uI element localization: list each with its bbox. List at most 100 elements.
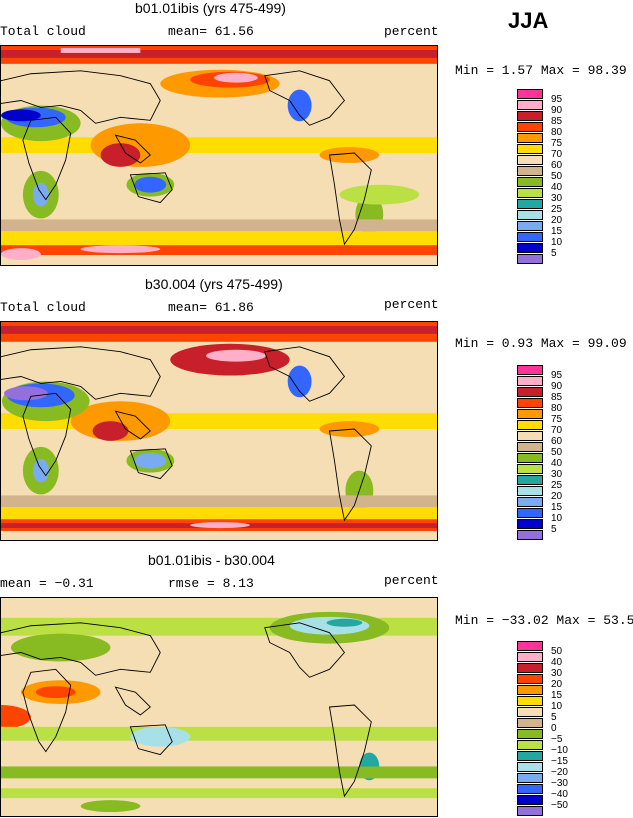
legend-swatch: [517, 464, 543, 474]
legend-level-label: −40: [551, 789, 568, 800]
legend-level-label: 60: [551, 436, 563, 447]
legend-swatch: [517, 453, 543, 463]
legend-swatch: [517, 155, 543, 165]
panel1-variable-label: Total cloud: [0, 24, 86, 39]
panel1-title: b01.01ibis (yrs 475-499): [135, 0, 286, 16]
legend-swatch: [517, 740, 543, 750]
legend-swatch: [517, 497, 543, 507]
legend-swatch: [517, 806, 543, 816]
legend-level-label: 95: [551, 94, 563, 105]
legend-level-label: −20: [551, 767, 568, 778]
legend-level-label: 15: [551, 226, 563, 237]
legend-swatch: [517, 144, 543, 154]
legend-level-label: 40: [551, 458, 563, 469]
legend-level-label: −15: [551, 756, 568, 767]
legend-level-label: 70: [551, 425, 563, 436]
legend-level-label: 25: [551, 480, 563, 491]
legend-swatch: [517, 420, 543, 430]
panel3-map: [0, 597, 438, 817]
legend-swatch: [517, 365, 543, 375]
legend-level-label: 10: [551, 701, 563, 712]
legend-swatch: [517, 254, 543, 264]
legend-swatch: [517, 696, 543, 706]
legend-swatch: [517, 773, 543, 783]
legend-level-label: 30: [551, 469, 563, 480]
legend-level-label: 0: [551, 723, 557, 734]
legend-level-label: 30: [551, 193, 563, 204]
legend-swatch: [517, 232, 543, 242]
legend-swatch: [517, 663, 543, 673]
panel1-mean-label: mean= 61.56: [168, 24, 254, 39]
season-label: JJA: [508, 8, 549, 33]
panel3-rmse-label: rmse = 8.13: [168, 576, 254, 591]
legend-level-label: 30: [551, 668, 563, 679]
legend-swatch: [517, 188, 543, 198]
legend-level-label: 5: [551, 712, 557, 723]
legend-swatch: [517, 486, 543, 496]
legend-swatch: [517, 177, 543, 187]
legend-swatch: [517, 751, 543, 761]
legend-swatch: [517, 409, 543, 419]
legend-swatch: [517, 729, 543, 739]
legend-level-label: 80: [551, 127, 563, 138]
legend-swatch: [517, 100, 543, 110]
legend-swatch: [517, 442, 543, 452]
legend-swatch: [517, 795, 543, 805]
legend-swatch: [517, 685, 543, 695]
legend-level-label: 90: [551, 105, 563, 116]
panel1-minmax: Min = 1.57 Max = 98.39: [455, 63, 627, 78]
legend-level-label: 50: [551, 171, 563, 182]
legend-swatch: [517, 519, 543, 529]
legend-swatch: [517, 530, 543, 540]
panel2-mean-label: mean= 61.86: [168, 300, 254, 315]
legend-swatch: [517, 707, 543, 717]
legend-level-label: 10: [551, 513, 563, 524]
legend-swatch: [517, 387, 543, 397]
legend-level-label: −10: [551, 745, 568, 756]
legend-level-label: 50: [551, 646, 563, 657]
panel1-map: [0, 45, 438, 266]
legend-level-label: 85: [551, 392, 563, 403]
panel2-minmax: Min = 0.93 Max = 99.09: [455, 336, 627, 351]
panel3-mean-label: mean = −0.31: [0, 576, 94, 591]
legend-level-label: 70: [551, 149, 563, 160]
legend-level-label: 85: [551, 116, 563, 127]
legend-level-label: 5: [551, 248, 557, 259]
legend-level-label: 50: [551, 447, 563, 458]
legend-swatch: [517, 475, 543, 485]
panel3-minmax: Min = −33.02 Max = 53.58: [455, 613, 633, 628]
legend-level-label: 75: [551, 138, 563, 149]
panel3-title: b01.01ibis - b30.004: [148, 552, 275, 568]
panel2-variable-label: Total cloud: [0, 300, 86, 315]
legend-swatch: [517, 718, 543, 728]
legend-level-label: 40: [551, 657, 563, 668]
legend-level-label: 95: [551, 370, 563, 381]
legend-swatch: [517, 508, 543, 518]
legend-level-label: 5: [551, 524, 557, 535]
legend-level-label: 20: [551, 215, 563, 226]
legend-level-label: 20: [551, 679, 563, 690]
legend-swatch: [517, 243, 543, 253]
legend-swatch: [517, 221, 543, 231]
panel2-map: [0, 321, 438, 541]
legend-level-label: 10: [551, 237, 563, 248]
legend-level-label: 75: [551, 414, 563, 425]
legend-level-label: −50: [551, 800, 568, 811]
legend-level-label: −30: [551, 778, 568, 789]
legend-level-label: 90: [551, 381, 563, 392]
legend-swatch: [517, 210, 543, 220]
legend-swatch: [517, 652, 543, 662]
legend-level-label: 80: [551, 403, 563, 414]
legend-swatch: [517, 122, 543, 132]
legend-swatch: [517, 111, 543, 121]
legend-level-label: −5: [551, 734, 563, 745]
legend-swatch: [517, 431, 543, 441]
legend-swatch: [517, 89, 543, 99]
panel2-title: b30.004 (yrs 475-499): [145, 276, 283, 292]
legend-swatch: [517, 762, 543, 772]
legend-swatch: [517, 398, 543, 408]
legend-swatch: [517, 674, 543, 684]
panel2-units-label: percent: [384, 297, 439, 312]
legend-swatch: [517, 133, 543, 143]
legend-level-label: 25: [551, 204, 563, 215]
